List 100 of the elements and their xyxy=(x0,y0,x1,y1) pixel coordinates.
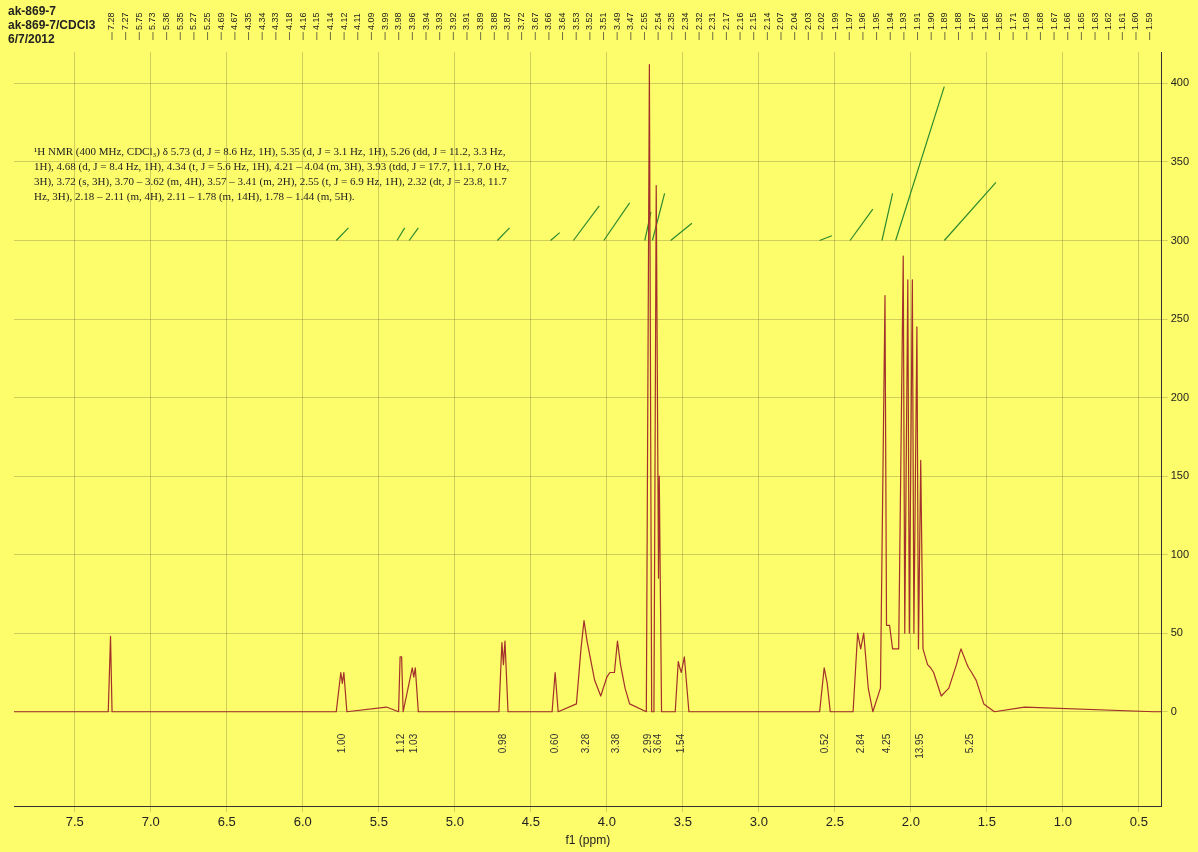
annotation: 4.25 xyxy=(881,733,893,754)
y-tick-label: 250 xyxy=(1170,312,1190,325)
x-tick-label: 5.0 xyxy=(445,814,464,830)
text: 3.49 xyxy=(611,12,622,30)
text: 2.54 xyxy=(652,12,663,30)
text: 2.02 xyxy=(816,12,827,30)
annotation: 0.52 xyxy=(819,733,831,754)
text: 3.66 xyxy=(543,12,554,30)
text: 3.98 xyxy=(393,12,404,30)
x-tick-label: 3.0 xyxy=(749,814,768,830)
text: 1.60 xyxy=(1130,12,1141,30)
text: 2.15 xyxy=(748,12,759,30)
text: 1.86 xyxy=(980,12,991,30)
text: 1.89 xyxy=(939,12,950,30)
text: 2.31 xyxy=(707,12,718,30)
text: 1.88 xyxy=(952,12,963,30)
text: 3.94 xyxy=(420,12,431,30)
text: 4.34 xyxy=(256,12,267,30)
x-tick-label: 3.5 xyxy=(673,814,692,830)
text: 1.68 xyxy=(1034,12,1045,30)
y-tick-label: 50 xyxy=(1170,626,1183,639)
x-tick-label: 7.5 xyxy=(65,814,84,830)
text: 7.28 xyxy=(106,12,117,30)
annotation: 2.84 xyxy=(855,733,867,754)
text: 5.27 xyxy=(188,12,199,30)
y-tick-label: 350 xyxy=(1170,154,1190,167)
y-tick-label: 300 xyxy=(1170,233,1190,246)
text: 4.11 xyxy=(352,13,363,30)
x-tick-label: 1.0 xyxy=(1053,814,1072,830)
text: 2.07 xyxy=(775,12,786,30)
text: 1.93 xyxy=(898,12,909,30)
x-tick-label: 6.0 xyxy=(293,814,312,830)
text: 1.90 xyxy=(925,12,936,30)
x-tick-label: 7.0 xyxy=(141,814,160,830)
annotation: 1.54 xyxy=(675,733,687,754)
text: 4.67 xyxy=(229,12,240,30)
text: 3.72 xyxy=(516,12,527,30)
text: 4.69 xyxy=(215,12,226,30)
y-tick-label: 400 xyxy=(1170,76,1190,89)
text: 1.95 xyxy=(871,12,882,30)
text: 3.92 xyxy=(447,12,458,30)
text: 4.18 xyxy=(283,12,294,30)
text: 1.87 xyxy=(966,12,977,30)
text: 5.75 xyxy=(133,12,144,30)
text: 3.64 xyxy=(557,12,568,30)
x-tick-label: 6.5 xyxy=(217,814,236,830)
text: 3.89 xyxy=(475,12,486,30)
text: 1.94 xyxy=(884,12,895,30)
text: 5.25 xyxy=(202,12,213,30)
x-axis-title: f1 (ppm) xyxy=(565,833,611,848)
x-tick-label: 2.0 xyxy=(901,814,920,830)
annotation: 3.28 xyxy=(580,733,592,754)
text: 3.87 xyxy=(502,12,513,30)
text: 3.93 xyxy=(434,12,445,30)
text: 1.59 xyxy=(1144,12,1155,30)
text: 4.35 xyxy=(243,12,254,30)
text: 1.65 xyxy=(1075,12,1086,30)
annotation: 0.98 xyxy=(497,733,509,754)
text: 3.67 xyxy=(529,12,540,30)
text: 2.34 xyxy=(679,12,690,30)
text: 4.14 xyxy=(324,12,335,30)
text: 2.55 xyxy=(638,12,649,30)
y-tick-label: 150 xyxy=(1170,469,1190,482)
text: 4.33 xyxy=(270,12,281,30)
text: 4.16 xyxy=(297,12,308,30)
text: 3.52 xyxy=(584,12,595,30)
text: 4.12 xyxy=(338,12,349,30)
text: 1.85 xyxy=(993,12,1004,30)
text: 4.09 xyxy=(365,12,376,30)
text: 1.62 xyxy=(1103,12,1114,30)
y-tick-label: 200 xyxy=(1170,390,1190,403)
text: 2.14 xyxy=(761,12,772,30)
text: 1.63 xyxy=(1089,12,1100,30)
text: 3.88 xyxy=(488,12,499,30)
x-tick-label: 0.5 xyxy=(1129,814,1148,830)
text: 3.99 xyxy=(379,12,390,30)
text: 1.71 xyxy=(1007,12,1018,30)
annotation: 13.95 xyxy=(913,733,925,759)
text: ak-869-7/CDCl3 xyxy=(8,18,96,33)
x-tick-label: 2.5 xyxy=(825,814,844,830)
text: 7.27 xyxy=(120,12,131,30)
text: 1.99 xyxy=(830,12,841,30)
y-tick-label: 100 xyxy=(1170,547,1190,560)
text: 1.61 xyxy=(1116,12,1127,30)
text: 1.67 xyxy=(1048,12,1059,30)
annotation: 3.64 xyxy=(652,733,664,754)
text: 2.16 xyxy=(734,12,745,30)
text: 5.73 xyxy=(147,12,158,30)
text: 5.36 xyxy=(161,12,172,30)
annotation: ¹H NMR (400 MHz, CDCl₃) δ 5.73 (d, J = 8.6 Hz, 1H), 5.35 (d, J = 3.1 Hz, 1H), 5.26 (dd, J = 11.2, 3.3 Hz, 1H), 4.68 (d, J = 8.4 Hz, 1H), 4.34 (t, J = 5.6 Hz, 1H), 4.21 – 4.04 (m, 3H), 3.93 (tdd, J = 17.7, 11.1, 7.0 Hz, 3H), 3.72 (s, 3H), 3.70 – 3.62 (m, 4H), 3.57 – 3.41 (m, 2H), 2.55 (t, J = 6.9 Hz, 1H), 2.32 (dt, J = 23.8, 11.7 Hz, 3H), 2.18 – 2.11 (m, 4H), 2.11 – 1.78 (m, 14H), 1.78 – 1.44 (m, 5H). xyxy=(34,144,510,203)
text: 2.32 xyxy=(693,12,704,30)
text: 3.96 xyxy=(406,12,417,30)
annotation: 2.99 xyxy=(641,733,653,754)
annotation: 0.60 xyxy=(548,733,560,754)
text: 1.69 xyxy=(1021,12,1032,30)
annotation: 1.03 xyxy=(407,733,419,754)
text: 2.35 xyxy=(666,12,677,30)
text: 2.17 xyxy=(720,12,731,30)
text: 1.96 xyxy=(857,12,868,30)
x-tick-label: 1.5 xyxy=(977,814,996,830)
